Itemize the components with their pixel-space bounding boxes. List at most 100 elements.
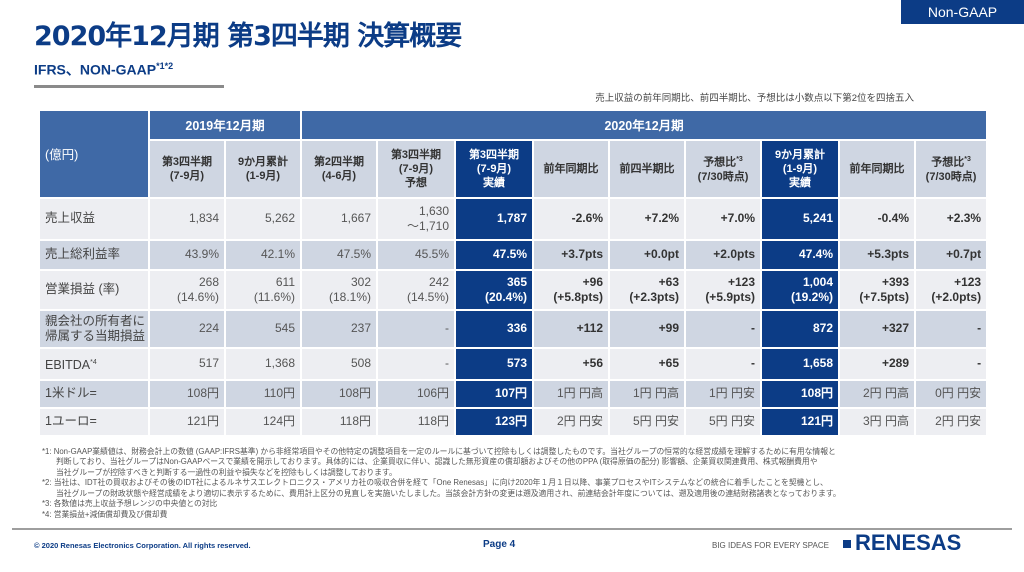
table-cell: +99 (608, 308, 686, 349)
cell-value: (+5.9pts) (705, 289, 755, 304)
table-row: 売上総利益率 43.9% 42.1% 47.5% 45.5% 47.5% +3.7pts +0… (38, 238, 989, 271)
table-cell: +2.0pts (684, 238, 762, 271)
row-label: 営業損益 (率) (38, 268, 150, 311)
cell-value: 123円 (494, 414, 527, 429)
cell-value: (11.6%) (253, 289, 295, 304)
table-cell: 336 (454, 308, 534, 349)
table-cell: - (376, 308, 456, 349)
footnote-marker: *1: (42, 446, 54, 456)
table-cell: +96 (+5.8pts) (532, 268, 610, 311)
table-cell: 107円 (454, 378, 534, 409)
table-cell: 108円 (148, 378, 226, 409)
cell-value: 5円 円安 (632, 414, 679, 429)
table-cell: 43.9% (148, 238, 226, 271)
table-cell: 108円 (300, 378, 378, 409)
cell-value: +96 (582, 274, 603, 289)
table-body: 売上収益 1,834 5,262 1,667 1,630 ～1,710 1,787 -2.6%… (38, 196, 989, 437)
row-label-line: 売上総利益率 (45, 247, 143, 262)
cell-value: +393 (881, 274, 909, 289)
table-cell: 121円 (760, 406, 840, 437)
column-header-line: 前年同期比 (849, 162, 905, 175)
table-cell: +7.0% (684, 196, 762, 241)
cell-value: 1,834 (188, 211, 219, 226)
cell-value: 237 (350, 321, 371, 336)
cell-value: 872 (812, 321, 833, 336)
table-cell: +2.3% (913, 196, 989, 241)
cell-value: 517 (198, 356, 219, 371)
cell-value: 106円 (416, 386, 449, 401)
row-label-text: 営業損益 (率) (45, 282, 120, 297)
cell-value: 45.5% (414, 247, 449, 262)
cell-value: 2円 円安 (556, 414, 603, 429)
table-cell: +0.0pt (608, 238, 686, 271)
table-cell: 110円 (224, 378, 302, 409)
table-cell: 3円 円高 (838, 406, 916, 437)
cell-value: (14.6%) (176, 289, 219, 304)
row-label-text: EBITDA (45, 357, 91, 372)
column-header-line: 9か月累計 (237, 155, 289, 168)
cell-value: 2円 円安 (935, 414, 982, 429)
cell-value: +2.3% (946, 211, 982, 226)
table-cell: 1,004 (19.2%) (760, 268, 840, 311)
unit-header: (億円) (38, 108, 150, 199)
cell-value: 1円 円高 (556, 386, 603, 401)
table-cell: - (684, 308, 762, 349)
cell-value: 1,667 (340, 211, 371, 226)
cell-value: 611 (275, 274, 295, 289)
cell-value: -2.6% (571, 211, 603, 226)
footnote-line: *3: 各数値は売上収益予想レンジの中央値との対比 (42, 499, 942, 510)
table-cell: 123円 (454, 406, 534, 437)
cell-value: +99 (658, 321, 679, 336)
cell-value: (+5.8pts) (553, 289, 603, 304)
cell-value: - (751, 356, 755, 371)
cell-value: 268 (198, 274, 219, 289)
cell-value: 1,004 (802, 274, 833, 289)
cell-value: +5.3pts (867, 247, 909, 262)
table-cell: +7.2% (608, 196, 686, 241)
cell-value: 336 (506, 321, 527, 336)
table-cell: 1円 円安 (684, 378, 762, 409)
rounding-note: 売上収益の前年同期比、前四半期比、予想比は小数点以下第2位を四捨五入 (595, 92, 914, 104)
table-cell: 1円 円高 (532, 378, 610, 409)
column-header-row: 第3四半期 (7-9月) 9か月累計 (1-9月) 第2四半期 (4-6月) 第3四半期 (7… (39, 138, 989, 199)
row-label: 売上収益 (38, 196, 150, 241)
cell-value: (18.1%) (328, 289, 371, 304)
table-cell: +0.7pt (913, 238, 989, 271)
cell-value: 124円 (262, 414, 295, 429)
cell-value: 121円 (800, 414, 833, 429)
cell-value: 47.4% (798, 247, 833, 262)
cell-value: (+7.5pts) (859, 289, 909, 304)
table-cell: 224 (148, 308, 226, 349)
footnote-line: *1: Non-GAAP業績値は、財務会計上の数値 (GAAP:IFRS基準) … (42, 447, 942, 458)
table-cell: 5,262 (224, 196, 302, 241)
footnote: *1: Non-GAAP業績値は、財務会計上の数値 (GAAP:IFRS基準) … (42, 447, 942, 479)
table-cell: -2.6% (532, 196, 610, 241)
column-header-text: 予想比 (703, 156, 737, 169)
cell-value: 302 (350, 274, 371, 289)
cell-value: 108円 (338, 386, 371, 401)
row-label-line: 営業損益 (率) (45, 282, 143, 297)
footnote-ref: *4 (90, 358, 97, 366)
row-label-line: 売上収益 (45, 211, 143, 226)
column-header-line: 9か月累計 (774, 148, 826, 161)
footnote-line: *4: 営業損益+減価償却費及び償却費 (42, 510, 942, 521)
footnote: *3: 各数値は売上収益予想レンジの中央値との対比 (42, 499, 942, 510)
table-cell: 0円 円安 (913, 378, 989, 409)
table-cell: +123 (+2.0pts) (913, 268, 989, 311)
cell-value: (14.5%) (406, 289, 449, 304)
table-cell: - (913, 346, 989, 381)
row-label: EBITDA*4 (38, 346, 150, 381)
footnote-marker: *4: (42, 509, 54, 519)
table-cell: +63 (+2.3pts) (608, 268, 686, 311)
table-cell: 121円 (148, 406, 226, 437)
row-label-line: 帰属する当期損益 (45, 328, 146, 343)
column-header-line: 実績 (483, 176, 505, 189)
footer: © 2020 Renesas Electronics Corporation. … (0, 528, 1024, 562)
table-cell: 42.1% (224, 238, 302, 271)
renesas-logo: RENESAS (855, 530, 962, 556)
row-label-line: EBITDA*4 (45, 355, 143, 373)
table-cell: 242 (14.5%) (376, 268, 456, 311)
column-header-line: 前年同期比 (543, 162, 599, 175)
cell-value: (20.4%) (484, 289, 527, 304)
